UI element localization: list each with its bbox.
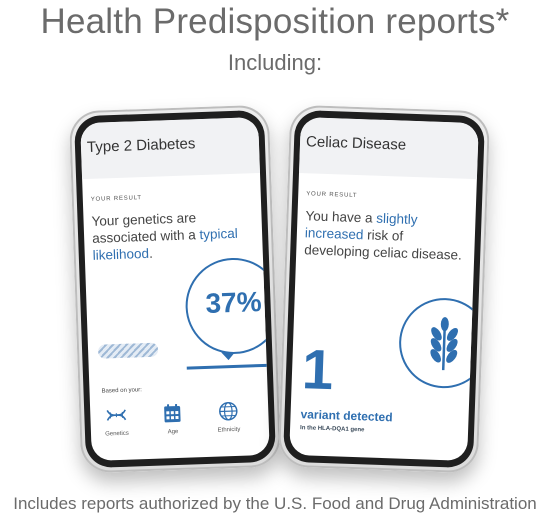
phone-type-2-diabetes: Type 2 Diabetes YOUR RESULT Your genetic… [68, 104, 282, 474]
globe-icon [219, 401, 238, 421]
factor-ethnicity: Ethnicity [208, 401, 249, 434]
result-text-part: You have a [305, 208, 377, 226]
headline: Health Predisposition reports* [40, 2, 510, 41]
phone-celiac-disease: Celiac Disease YOUR RESULT You have a sl… [277, 104, 491, 474]
wheat-badge [397, 296, 479, 390]
result-text-part: Your genetics are associated with a [91, 210, 200, 246]
subheadline: Including: [227, 50, 323, 75]
factor-label: Genetics [105, 430, 129, 438]
likelihood-scale-line [186, 363, 267, 370]
dna-icon [106, 409, 127, 421]
percent-value: 37% [204, 285, 263, 319]
card-title: Type 2 Diabetes [86, 135, 196, 156]
card-header: Type 2 Diabetes [80, 116, 261, 180]
result-text: You have a slightly increased risk of de… [304, 207, 471, 264]
phone-screen: Celiac Disease YOUR RESULT You have a sl… [289, 116, 479, 462]
likelihood-range-bar [97, 342, 159, 359]
result-text: Your genetics are associated with a typi… [91, 207, 258, 264]
variant-gene: In the HLA-DQA1 gene [299, 425, 365, 434]
phone-screen: Type 2 Diabetes YOUR RESULT Your genetic… [80, 116, 270, 462]
variant-count: 1 [301, 337, 335, 402]
factor-label: Ethnicity [217, 426, 241, 434]
result-label: YOUR RESULT [90, 195, 142, 203]
calendar-icon [164, 403, 181, 423]
variant-label: variant detected [300, 407, 393, 425]
percent-badge: 37% [183, 256, 270, 356]
wheat-icon [430, 317, 458, 371]
card-header: Celiac Disease [298, 116, 479, 180]
result-text-end: . [148, 245, 154, 261]
card-title: Celiac Disease [305, 133, 407, 154]
result-label: YOUR RESULT [306, 191, 358, 200]
factor-age: Age [152, 402, 193, 435]
based-on-label: Based on your: [101, 387, 142, 395]
factor-genetics: Genetics [96, 404, 137, 438]
footer-disclaimer: Includes reports authorized by the U.S. … [13, 494, 537, 513]
factor-label: Age [167, 428, 179, 436]
